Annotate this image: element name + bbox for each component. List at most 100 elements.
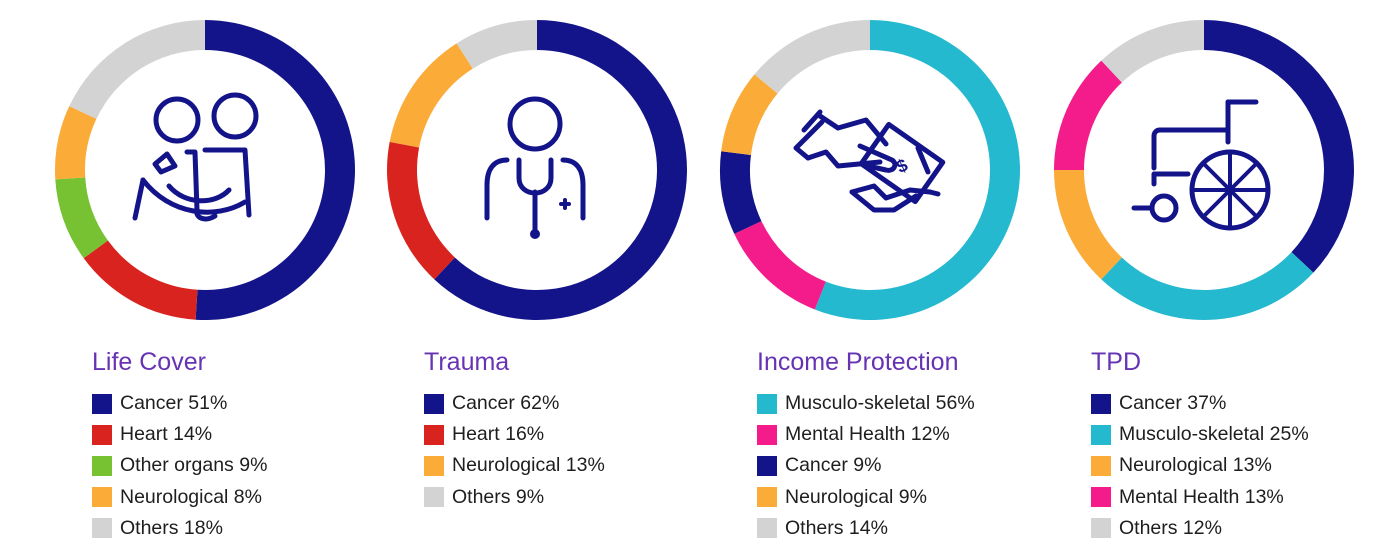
legend-swatch bbox=[424, 424, 444, 445]
wheelchair-icon bbox=[1131, 99, 1271, 231]
legend-swatch bbox=[92, 424, 112, 445]
donut-segment bbox=[1101, 252, 1314, 321]
legend-swatch bbox=[1091, 424, 1111, 445]
panel-life-cover: Life Cover Cancer 51% Heart 14% Other or… bbox=[53, 0, 383, 558]
legend-item: Cancer 62% bbox=[424, 388, 605, 419]
legend-label: Others 14% bbox=[785, 516, 888, 539]
two-people-hug-icon bbox=[132, 92, 259, 222]
legend-label: Cancer 9% bbox=[785, 454, 882, 477]
legend-swatch bbox=[1091, 393, 1111, 414]
legend-label: Mental Health 12% bbox=[785, 423, 950, 446]
legend-income-protection: Income Protection Musculo-skeletal 56% M… bbox=[757, 346, 975, 544]
legend-swatch bbox=[1091, 455, 1111, 476]
legend-label: Others 12% bbox=[1119, 516, 1222, 539]
donut-ring bbox=[54, 20, 355, 320]
legend-swatch bbox=[424, 487, 444, 508]
panel-tpd: TPD Cancer 37% Musculo-skeletal 25% Neur… bbox=[1052, 0, 1382, 558]
legend-swatch bbox=[424, 455, 444, 476]
svg-text:$: $ bbox=[893, 155, 911, 177]
legend-swatch bbox=[757, 424, 777, 445]
legend-swatch bbox=[92, 455, 112, 476]
legend-label: Neurological 9% bbox=[785, 485, 927, 508]
legend-label: Mental Health 13% bbox=[1119, 485, 1284, 508]
legend-item: Others 14% bbox=[757, 513, 975, 544]
legend-item: Heart 16% bbox=[424, 419, 605, 450]
legend-item: Cancer 51% bbox=[92, 388, 267, 419]
legend-swatch bbox=[92, 487, 112, 508]
legend-item: Neurological 8% bbox=[92, 482, 267, 513]
hand-giving-money-icon: $ bbox=[793, 109, 946, 213]
legend-item: Others 18% bbox=[92, 513, 267, 544]
donut-segment bbox=[55, 177, 108, 259]
donut-segment bbox=[195, 20, 355, 320]
donut-segment bbox=[387, 141, 455, 280]
legend-life-cover: Life Cover Cancer 51% Heart 14% Other or… bbox=[92, 346, 267, 544]
donut-chart-tpd bbox=[1052, 18, 1356, 322]
legend-swatch bbox=[757, 393, 777, 414]
legend-item: Neurological 9% bbox=[757, 482, 975, 513]
legend-label: Heart 16% bbox=[452, 423, 545, 446]
legend-swatch bbox=[92, 393, 112, 414]
legend-item: Mental Health 12% bbox=[757, 419, 975, 450]
chart-title: TPD bbox=[1091, 348, 1141, 376]
legend-label: Neurological 8% bbox=[120, 485, 262, 508]
chart-title: Income Protection bbox=[757, 348, 959, 376]
legend-item: Neurological 13% bbox=[1091, 450, 1309, 481]
donut-ring bbox=[720, 20, 1020, 320]
donut-segment bbox=[720, 151, 762, 234]
donut-segment bbox=[389, 43, 473, 148]
donut-segment bbox=[1101, 20, 1204, 83]
donut-segment bbox=[54, 106, 97, 180]
legend-item: Musculo-skeletal 56% bbox=[757, 388, 975, 419]
legend-item: Others 12% bbox=[1091, 513, 1309, 544]
donut-chart-income-protection: $ bbox=[718, 18, 1022, 322]
legend-label: Other organs 9% bbox=[120, 454, 268, 477]
legend-swatch bbox=[1091, 487, 1111, 508]
legend-label: Neurological 13% bbox=[1119, 454, 1272, 477]
donut-segment bbox=[434, 20, 687, 320]
legend-swatch bbox=[424, 393, 444, 414]
legend-item: Other organs 9% bbox=[92, 450, 267, 481]
chart-title: Life Cover bbox=[92, 348, 206, 376]
legend-trauma: Trauma Cancer 62% Heart 16% Neurological… bbox=[424, 346, 605, 513]
legend-label: Cancer 37% bbox=[1119, 392, 1227, 415]
legend-swatch bbox=[757, 455, 777, 476]
legend-tpd: TPD Cancer 37% Musculo-skeletal 25% Neur… bbox=[1091, 346, 1309, 544]
legend-label: Musculo-skeletal 25% bbox=[1119, 423, 1309, 446]
donut-segment bbox=[83, 240, 198, 320]
donut-segment bbox=[754, 20, 870, 94]
donut-segment bbox=[1204, 20, 1354, 273]
donut-segment bbox=[814, 20, 1020, 320]
donut-segment bbox=[721, 74, 778, 155]
legend-item: Cancer 9% bbox=[757, 450, 975, 481]
legend-label: Neurological 13% bbox=[452, 454, 605, 477]
donut-segment bbox=[1054, 170, 1122, 280]
donut-segment bbox=[69, 20, 205, 119]
panel-income-protection: $ Income Protection Musculo-skeletal 56%… bbox=[718, 0, 1048, 558]
legend-item: Mental Health 13% bbox=[1091, 482, 1309, 513]
panel-trauma: Trauma Cancer 62% Heart 16% Neurological… bbox=[385, 0, 715, 558]
legend-swatch bbox=[92, 518, 112, 539]
legend-label: Cancer 62% bbox=[452, 392, 560, 415]
legend-swatch bbox=[757, 487, 777, 508]
legend-swatch bbox=[757, 518, 777, 539]
doctor-stethoscope-icon bbox=[484, 96, 586, 239]
legend-item: Musculo-skeletal 25% bbox=[1091, 419, 1309, 450]
legend-label: Others 18% bbox=[120, 516, 223, 539]
donut-ring bbox=[387, 20, 687, 320]
legend-item: Neurological 13% bbox=[424, 450, 605, 481]
legend-swatch bbox=[1091, 518, 1111, 539]
legend-item: Cancer 37% bbox=[1091, 388, 1309, 419]
legend-label: Cancer 51% bbox=[120, 392, 228, 415]
donut-segment bbox=[734, 221, 826, 310]
donut-chart-trauma bbox=[385, 18, 689, 322]
legend-label: Musculo-skeletal 56% bbox=[785, 392, 975, 415]
chart-title: Trauma bbox=[424, 348, 510, 376]
donut-ring bbox=[1054, 20, 1354, 321]
legend-label: Others 9% bbox=[452, 485, 545, 508]
donut-segment bbox=[456, 20, 537, 69]
legend-item: Heart 14% bbox=[92, 419, 267, 450]
donut-chart-life-cover bbox=[53, 18, 357, 322]
legend-item: Others 9% bbox=[424, 482, 605, 513]
donut-segment bbox=[1054, 60, 1122, 170]
